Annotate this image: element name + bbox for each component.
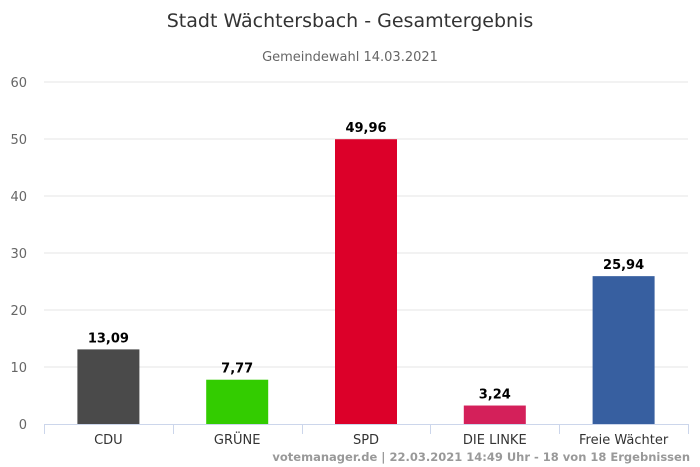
chart-subtitle: Gemeindewahl 14.03.2021 xyxy=(262,50,438,65)
chart-title: Stadt Wächtersbach - Gesamtergebnis xyxy=(167,10,534,32)
data-label: 7,77 xyxy=(221,362,253,377)
data-label: 49,96 xyxy=(345,121,386,136)
bar-freie-wächter xyxy=(592,276,655,424)
y-tick-label: 30 xyxy=(10,247,27,262)
data-label: 25,94 xyxy=(603,258,644,273)
y-tick-label: 50 xyxy=(10,133,27,148)
x-category-label: DIE LINKE xyxy=(463,433,527,448)
chart-credit[interactable]: votemanager.de | 22.03.2021 14:49 Uhr - … xyxy=(272,450,690,464)
bar-spd xyxy=(335,139,397,424)
y-tick-label: 10 xyxy=(10,361,27,376)
x-category-label: SPD xyxy=(353,433,379,448)
y-tick-label: 40 xyxy=(10,190,27,205)
x-category-label: CDU xyxy=(94,433,123,448)
data-label: 3,24 xyxy=(479,388,511,403)
data-label: 13,09 xyxy=(88,331,129,346)
bar-cdu xyxy=(77,349,140,424)
y-tick-label: 20 xyxy=(10,304,27,319)
bar-grüne xyxy=(206,379,269,424)
bar-die-linke xyxy=(463,405,526,424)
x-category-label: GRÜNE xyxy=(214,431,261,448)
y-tick-label: 0 xyxy=(19,418,27,433)
x-category-label: Freie Wächter xyxy=(579,433,669,448)
y-tick-label: 60 xyxy=(10,76,27,91)
